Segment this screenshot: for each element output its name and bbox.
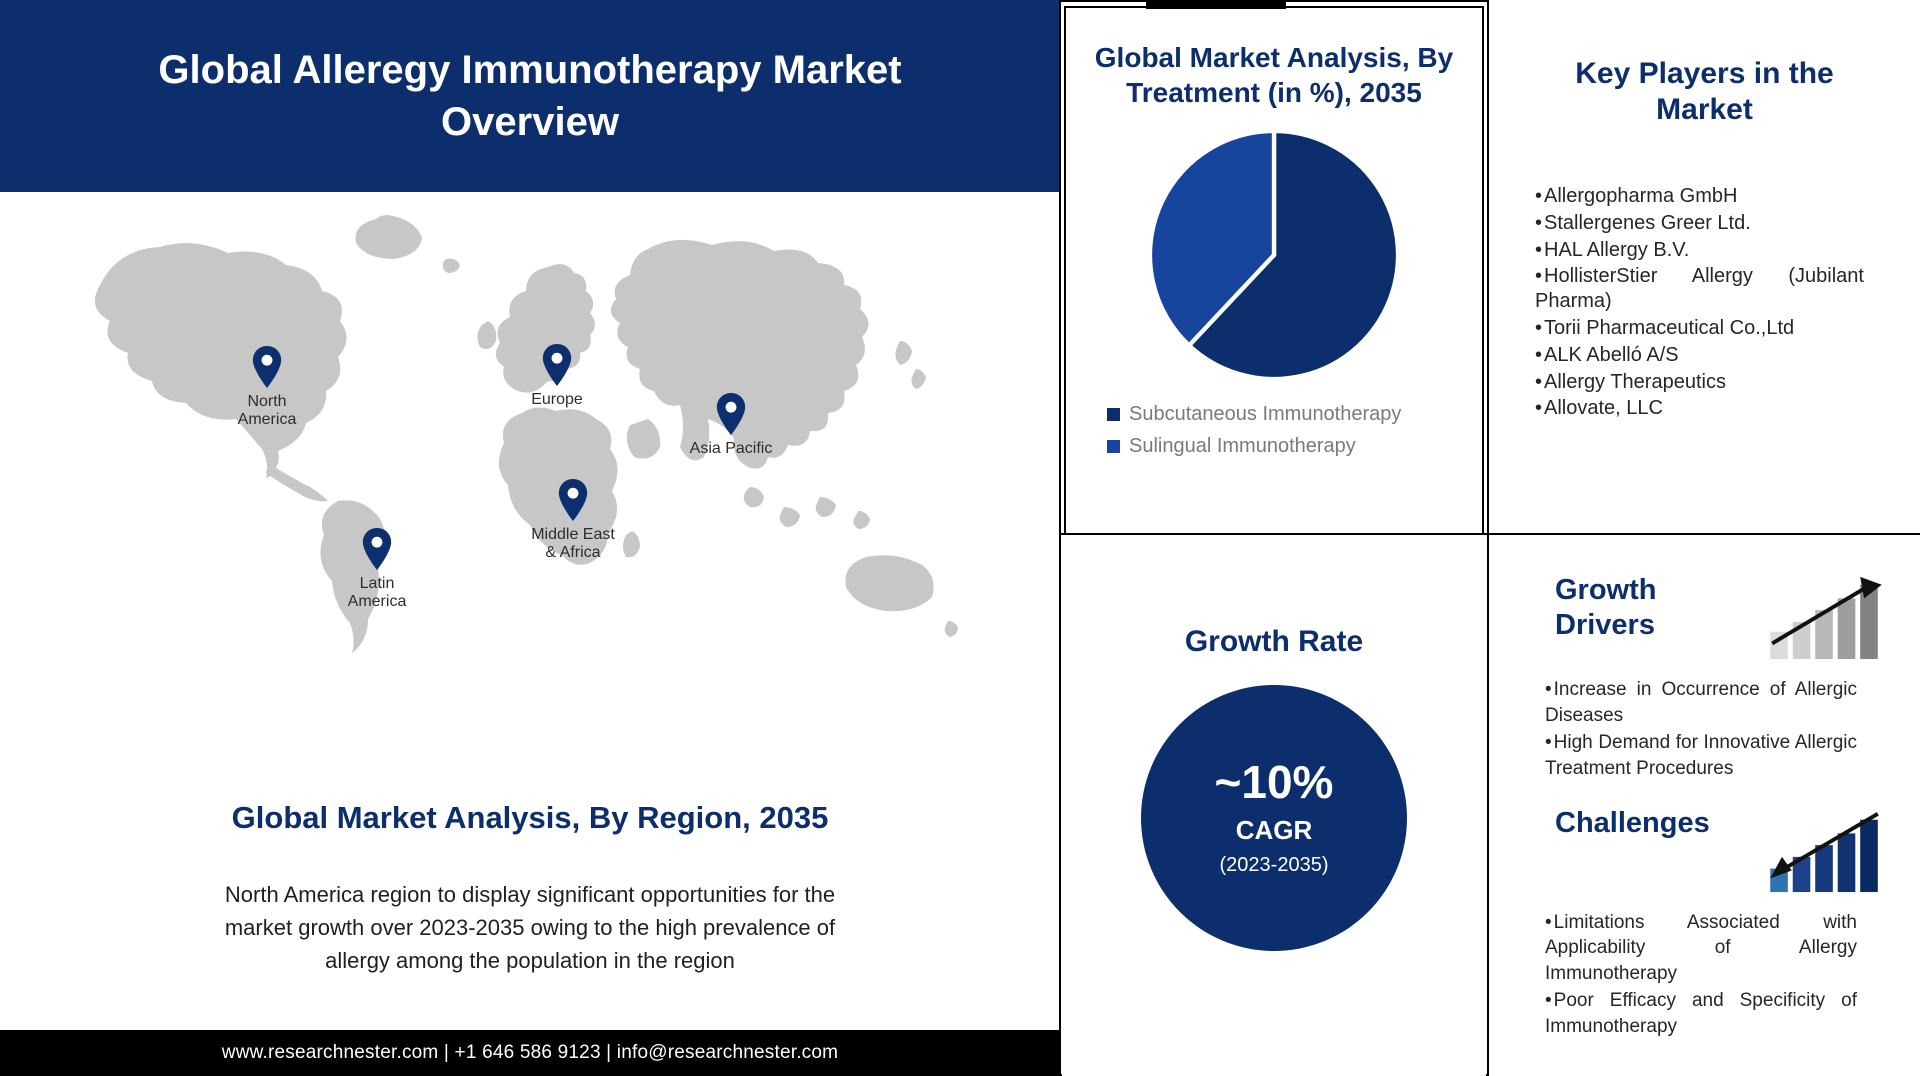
location-pin-icon <box>362 528 392 570</box>
treatment-analysis-panel: Global Market Analysis, By Treatment (in… <box>1064 6 1484 535</box>
page-title: Global Alleregy Immunotherapy Market Ove… <box>158 48 902 144</box>
central-america <box>266 463 328 502</box>
top-accent-bar <box>1146 0 1286 9</box>
cagr-label: CAGR <box>1235 815 1313 845</box>
drivers-challenges-panel: Growth Drivers Increase in Occurrence of… <box>1489 535 1920 1076</box>
key-player-item: Stallergenes Greer Ltd. <box>1535 211 1864 236</box>
world-map-graphic <box>94 215 958 653</box>
title-bar: Global Alleregy Immunotherapy Market Ove… <box>0 0 1060 192</box>
challenge-item: Poor Efficacy and Specificity of Immunot… <box>1545 988 1857 1039</box>
key-player-item: Allergy Therapeutics <box>1535 370 1864 395</box>
pie-legend: Subcutaneous Immunotherapy Sulingual Imm… <box>1107 403 1482 458</box>
pie-slice-subcutaneous <box>1186 128 1401 382</box>
pie-slice-sublingual <box>1147 128 1277 349</box>
pin-label-latin-america: Latin America <box>347 575 407 611</box>
pin-label-europe: Europe <box>531 391 583 408</box>
challenges-title: Challenges <box>1555 806 1710 839</box>
challenges-header: Challenges <box>1489 806 1920 894</box>
southeast-asia-islands <box>743 487 870 529</box>
key-player-item: Allovate, LLC <box>1535 396 1864 421</box>
challenges-list: Limitations Associated with Applicabilit… <box>1545 910 1857 1040</box>
left-panel: Global Alleregy Immunotherapy Market Ove… <box>0 0 1060 1076</box>
pin-label-asia-pacific: Asia Pacific <box>689 440 773 457</box>
location-pin-icon <box>252 346 282 388</box>
challenges-bars-icon <box>1770 811 1879 892</box>
challenge-item: Limitations Associated with Applicabilit… <box>1545 910 1857 987</box>
japan <box>895 341 926 389</box>
key-player-item: HollisterStier Allergy (Jubilant Pharma) <box>1535 264 1864 314</box>
key-players-title: Key Players in the Market <box>1575 57 1834 126</box>
key-players-panel: Key Players in the Market Allergopharma … <box>1489 0 1920 533</box>
legend-item-sublingual: Sulingual Immunotherapy <box>1107 435 1482 458</box>
legend-label-sublingual: Sulingual Immunotherapy <box>1129 435 1356 457</box>
location-pin-icon <box>542 344 572 386</box>
continent-north-america <box>94 243 347 479</box>
continent-africa <box>498 407 618 565</box>
madagascar <box>623 531 640 558</box>
legend-swatch-sublingual <box>1107 440 1120 453</box>
continent-australia <box>845 555 934 612</box>
growth-rate-panel: Growth Rate ~10% CAGR (2023-2035) <box>1062 537 1486 1076</box>
legend-item-subcutaneous: Subcutaneous Immunotherapy <box>1107 403 1482 426</box>
growth-drivers-list: Increase in Occurrence of Allergic Disea… <box>1545 677 1857 782</box>
key-player-item: Torii Pharmaceutical Co.,Ltd <box>1535 316 1864 341</box>
arabian-peninsula <box>626 419 661 459</box>
horizontal-divider <box>1059 533 1920 535</box>
cagr-period: (2023-2035) <box>1219 854 1329 876</box>
treatment-panel-title: Global Market Analysis, By Treatment (in… <box>1094 42 1454 108</box>
key-player-item: Allergopharma GmbH <box>1535 184 1864 209</box>
pie-chart-graphic <box>1147 128 1401 382</box>
footer-contact-text: www.researchnester.com | +1 646 586 9123… <box>221 1042 839 1063</box>
growth-rate-circle: ~10% CAGR (2023-2035) <box>1141 685 1407 951</box>
key-player-item: ALK Abelló A/S <box>1535 343 1864 368</box>
british-isles <box>477 321 497 349</box>
region-description: North America region to display signific… <box>224 882 836 973</box>
legend-label-subcutaneous: Subcutaneous Immunotherapy <box>1129 403 1402 425</box>
world-map: North America Europe Asia Pacific Middle… <box>70 205 970 655</box>
treatment-pie-chart <box>1145 126 1403 389</box>
location-pin-icon <box>716 393 746 435</box>
growth-drivers-title: Growth Drivers <box>1555 574 1657 641</box>
iceland <box>442 258 460 273</box>
region-analysis-heading: Global Market Analysis, By Region, 2035 <box>231 800 829 835</box>
new-zealand <box>944 621 958 637</box>
cagr-value: ~10% <box>1214 756 1334 808</box>
growth-bars-icon <box>1770 576 1882 660</box>
growth-driver-item: High Demand for Innovative Allergic Trea… <box>1545 730 1857 781</box>
pin-label-middle-east-africa: Middle East & Africa <box>531 526 615 562</box>
pin-label-north-america: North America <box>237 393 297 429</box>
greenland <box>355 215 422 259</box>
continent-asia <box>610 239 869 469</box>
growth-drivers-header: Growth Drivers <box>1489 573 1920 661</box>
vertical-divider-right <box>1487 0 1489 1076</box>
key-player-item: HAL Allergy B.V. <box>1535 238 1864 263</box>
legend-swatch-subcutaneous <box>1107 408 1120 421</box>
key-players-list: Allergopharma GmbH Stallergenes Greer Lt… <box>1535 184 1864 421</box>
growth-rate-title: Growth Rate <box>1184 625 1364 658</box>
location-pin-icon <box>558 479 588 521</box>
growth-driver-item: Increase in Occurrence of Allergic Disea… <box>1545 677 1857 728</box>
footer-bar: www.researchnester.com | +1 646 586 9123… <box>0 1030 1060 1076</box>
vertical-divider-left <box>1059 0 1061 1076</box>
